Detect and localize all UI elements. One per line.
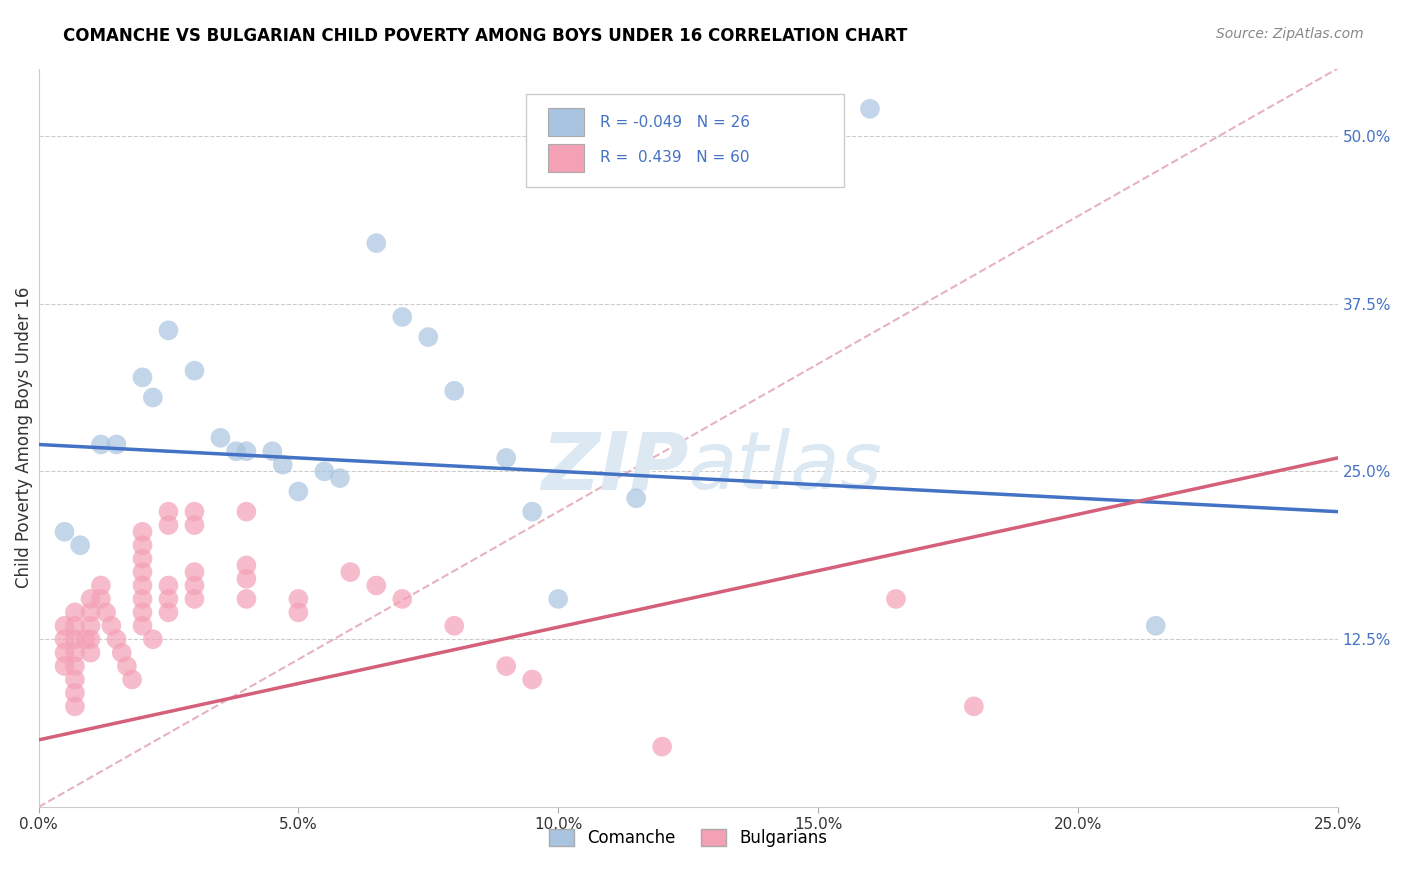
Point: [63, 699, 86, 714]
Point: [111, 646, 134, 660]
Point: [157, 591, 180, 606]
Point: [157, 578, 180, 592]
Point: [131, 551, 153, 566]
Point: [69, 538, 91, 552]
Text: R =  0.439   N = 60: R = 0.439 N = 60: [600, 151, 749, 165]
Point: [142, 391, 165, 405]
Point: [183, 518, 205, 533]
Point: [90, 578, 112, 592]
Point: [418, 330, 440, 344]
Point: [79, 591, 101, 606]
Point: [391, 591, 413, 606]
Point: [235, 591, 257, 606]
Point: [53, 632, 76, 647]
Point: [183, 364, 205, 378]
Point: [79, 619, 101, 633]
Text: R = -0.049   N = 26: R = -0.049 N = 26: [600, 115, 749, 130]
Point: [287, 591, 309, 606]
Point: [271, 458, 294, 472]
Point: [63, 646, 86, 660]
Point: [443, 384, 465, 398]
Point: [105, 437, 128, 451]
Point: [157, 505, 180, 519]
Point: [131, 565, 153, 579]
Point: [287, 484, 309, 499]
Point: [142, 632, 165, 647]
Point: [443, 619, 465, 633]
Point: [63, 659, 86, 673]
Text: atlas: atlas: [688, 428, 883, 507]
Point: [859, 102, 882, 116]
Legend: Comanche, Bulgarians: Comanche, Bulgarians: [543, 822, 834, 855]
Point: [63, 619, 86, 633]
Point: [157, 323, 180, 337]
Y-axis label: Child Poverty Among Boys Under 16: Child Poverty Among Boys Under 16: [15, 287, 32, 589]
Point: [131, 538, 153, 552]
Point: [391, 310, 413, 324]
Point: [183, 565, 205, 579]
Point: [94, 605, 117, 619]
Point: [366, 236, 388, 251]
Point: [53, 646, 76, 660]
Point: [53, 619, 76, 633]
Point: [495, 450, 517, 465]
Point: [157, 518, 180, 533]
Point: [79, 646, 101, 660]
Point: [105, 632, 128, 647]
Point: [131, 619, 153, 633]
Point: [884, 591, 907, 606]
Point: [522, 505, 544, 519]
Point: [963, 699, 986, 714]
Point: [287, 605, 309, 619]
Point: [131, 370, 153, 384]
Point: [339, 565, 361, 579]
Point: [131, 605, 153, 619]
Point: [157, 605, 180, 619]
Point: [90, 437, 112, 451]
Point: [131, 578, 153, 592]
Point: [262, 444, 284, 458]
Point: [79, 605, 101, 619]
Point: [522, 673, 544, 687]
Text: Source: ZipAtlas.com: Source: ZipAtlas.com: [1216, 27, 1364, 41]
Point: [225, 444, 247, 458]
FancyBboxPatch shape: [526, 95, 844, 186]
Point: [183, 505, 205, 519]
Point: [75, 632, 97, 647]
Point: [131, 524, 153, 539]
Point: [209, 431, 232, 445]
Point: [329, 471, 352, 485]
Point: [100, 619, 122, 633]
Point: [90, 591, 112, 606]
Point: [53, 524, 76, 539]
Point: [235, 444, 257, 458]
Point: [235, 558, 257, 573]
Point: [63, 673, 86, 687]
Point: [314, 464, 336, 478]
Point: [547, 591, 569, 606]
Point: [183, 578, 205, 592]
Point: [366, 578, 388, 592]
Point: [235, 505, 257, 519]
Point: [121, 673, 143, 687]
Text: COMANCHE VS BULGARIAN CHILD POVERTY AMONG BOYS UNDER 16 CORRELATION CHART: COMANCHE VS BULGARIAN CHILD POVERTY AMON…: [63, 27, 908, 45]
Point: [495, 659, 517, 673]
Bar: [548, 109, 583, 136]
Bar: [548, 144, 583, 172]
Point: [63, 632, 86, 647]
Point: [115, 659, 138, 673]
Point: [131, 591, 153, 606]
Point: [63, 686, 86, 700]
Point: [235, 572, 257, 586]
Point: [63, 605, 86, 619]
Text: ZIP: ZIP: [541, 428, 688, 507]
Point: [183, 591, 205, 606]
Point: [1144, 619, 1167, 633]
Point: [624, 491, 647, 506]
Point: [651, 739, 673, 754]
Point: [53, 659, 76, 673]
Point: [79, 632, 101, 647]
